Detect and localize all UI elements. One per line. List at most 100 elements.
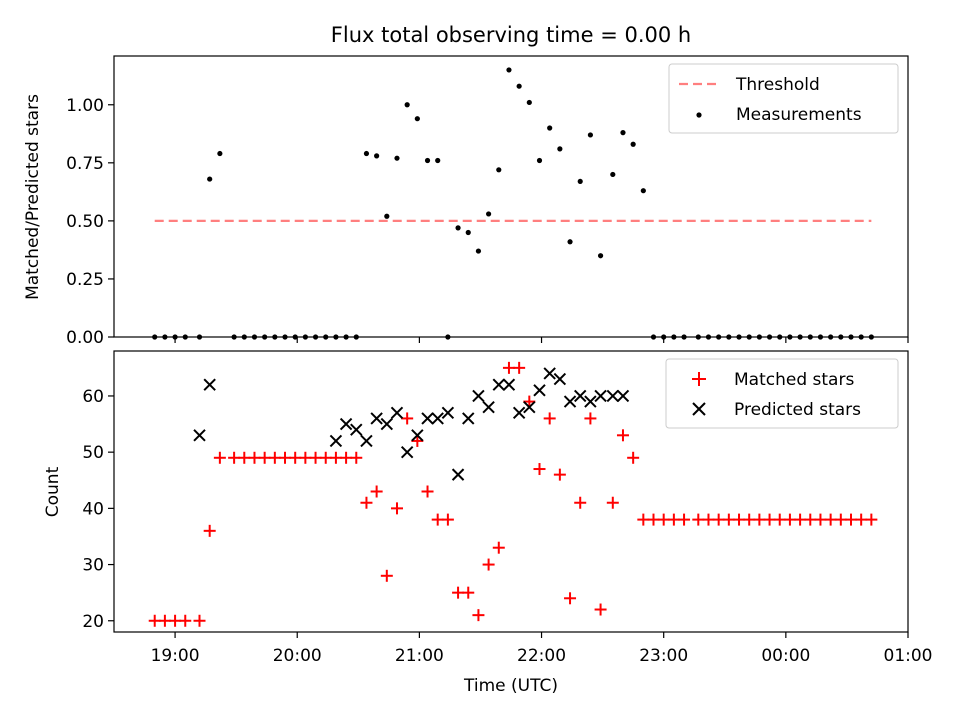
predicted-star-point <box>594 389 607 403</box>
measurement-point <box>384 213 390 219</box>
measurement-point <box>587 132 594 138</box>
matched-star-point <box>543 412 556 425</box>
x-tick-label: 22:00 <box>517 646 566 666</box>
measurement-point <box>455 225 461 231</box>
legend-predicted-swatch <box>692 402 706 416</box>
measurement-point <box>620 130 626 136</box>
matched-star-point <box>492 541 505 554</box>
measurement-point <box>526 99 532 106</box>
x-tick-label: 01:00 <box>884 646 933 666</box>
predicted-star-point <box>584 395 597 408</box>
matched-star-point <box>248 451 261 464</box>
legend-threshold-label: Threshold <box>735 75 820 95</box>
matched-star-point <box>564 592 577 605</box>
matched-star-point <box>574 496 587 509</box>
matched-star-point <box>763 513 776 526</box>
y-tick-label: 0.25 <box>66 270 104 290</box>
legend-measurements-swatch <box>696 112 702 118</box>
matched-star-point <box>279 451 292 464</box>
bottom-legend: Matched stars Predicted stars <box>665 358 899 429</box>
predicted-star-point <box>482 400 495 414</box>
measurement-point <box>506 67 512 73</box>
legend-matched-swatch <box>692 372 706 386</box>
x-tick-label: 21:00 <box>395 646 444 666</box>
matched-star-point <box>482 558 495 571</box>
matched-star-point <box>502 361 515 374</box>
x-tick-label: 20:00 <box>273 646 322 666</box>
matched-star-point <box>401 412 414 425</box>
matched-star-point <box>824 513 837 526</box>
matched-star-point <box>213 451 226 464</box>
measurement-point <box>536 157 543 164</box>
matched-star-point <box>360 496 373 509</box>
measurement-point <box>207 176 213 182</box>
matched-star-point <box>667 513 680 526</box>
matched-star-point <box>834 513 847 526</box>
measurement-point <box>640 188 646 194</box>
predicted-star-point <box>606 389 620 403</box>
y-tick-label: 0.00 <box>66 328 104 348</box>
predicted-star-point <box>616 389 630 403</box>
predicted-star-point <box>431 412 444 425</box>
matched-star-point <box>733 513 746 526</box>
measurement-point <box>394 155 400 161</box>
matched-star-point <box>309 451 322 464</box>
measurement-point <box>597 253 604 259</box>
matched-star-point <box>702 513 715 526</box>
predicted-star-point <box>390 406 404 420</box>
matched-star-point <box>647 513 660 526</box>
measurement-point <box>486 211 492 217</box>
measurement-point <box>547 125 553 131</box>
top-legend-box <box>668 63 899 134</box>
top-y-axis-label: Matched/Predicted stars <box>23 94 43 300</box>
predicted-star-point <box>380 417 394 431</box>
matched-star-point <box>258 451 271 464</box>
matched-star-point <box>228 451 241 464</box>
matched-star-point <box>657 513 670 526</box>
matched-star-point <box>390 502 403 515</box>
measurement-point <box>610 171 616 178</box>
matched-star-point <box>193 614 206 627</box>
measurement-point <box>557 146 563 152</box>
y-tick-label: 0.50 <box>66 212 104 232</box>
matched-star-point <box>148 614 161 627</box>
matched-star-point <box>472 609 485 622</box>
bottom-y-ticks: 20 30 40 50 60 <box>82 387 114 632</box>
measurement-point <box>414 116 420 122</box>
matched-star-point <box>523 395 536 408</box>
matched-star-point <box>340 451 353 464</box>
predicted-star-point <box>563 395 577 408</box>
predicted-star-point <box>502 378 516 391</box>
top-panel: Flux total observing time = 0.00 h Match… <box>23 23 909 348</box>
legend-measurements-label: Measurements <box>736 105 862 125</box>
bottom-x-ticks: 19:00 20:00 21:00 22:00 23:00 00:00 01:00 <box>151 632 933 666</box>
matched-star-point <box>203 524 216 537</box>
predicted-star-point <box>193 429 206 442</box>
measurement-point <box>374 153 380 159</box>
y-tick-label: 0.75 <box>66 154 104 174</box>
measurement-point <box>465 229 471 236</box>
top-axes-frame <box>113 55 909 338</box>
predicted-star-point <box>329 434 343 448</box>
measurement-point <box>496 167 502 173</box>
matched-star-point <box>533 463 546 476</box>
predicted-star-point <box>451 468 465 481</box>
matched-star-point <box>158 614 171 627</box>
measurement-point <box>516 83 522 89</box>
legend-predicted-label: Predicted stars <box>734 400 861 420</box>
matched-star-point <box>268 451 281 464</box>
y-tick-label: 20 <box>82 612 104 632</box>
legend-matched-label: Matched stars <box>734 370 854 390</box>
matched-star-point <box>855 513 868 526</box>
matched-star-point <box>513 361 526 374</box>
matched-star-point <box>179 614 192 627</box>
matched-star-point <box>678 513 691 526</box>
top-legend: Threshold Measurements <box>668 63 899 134</box>
x-tick-label: 23:00 <box>639 646 688 666</box>
predicted-star-point <box>411 429 424 442</box>
matched-star-point <box>462 586 475 599</box>
matched-star-point <box>289 451 302 464</box>
matched-star-point <box>616 429 629 442</box>
measurement-point <box>567 239 573 245</box>
